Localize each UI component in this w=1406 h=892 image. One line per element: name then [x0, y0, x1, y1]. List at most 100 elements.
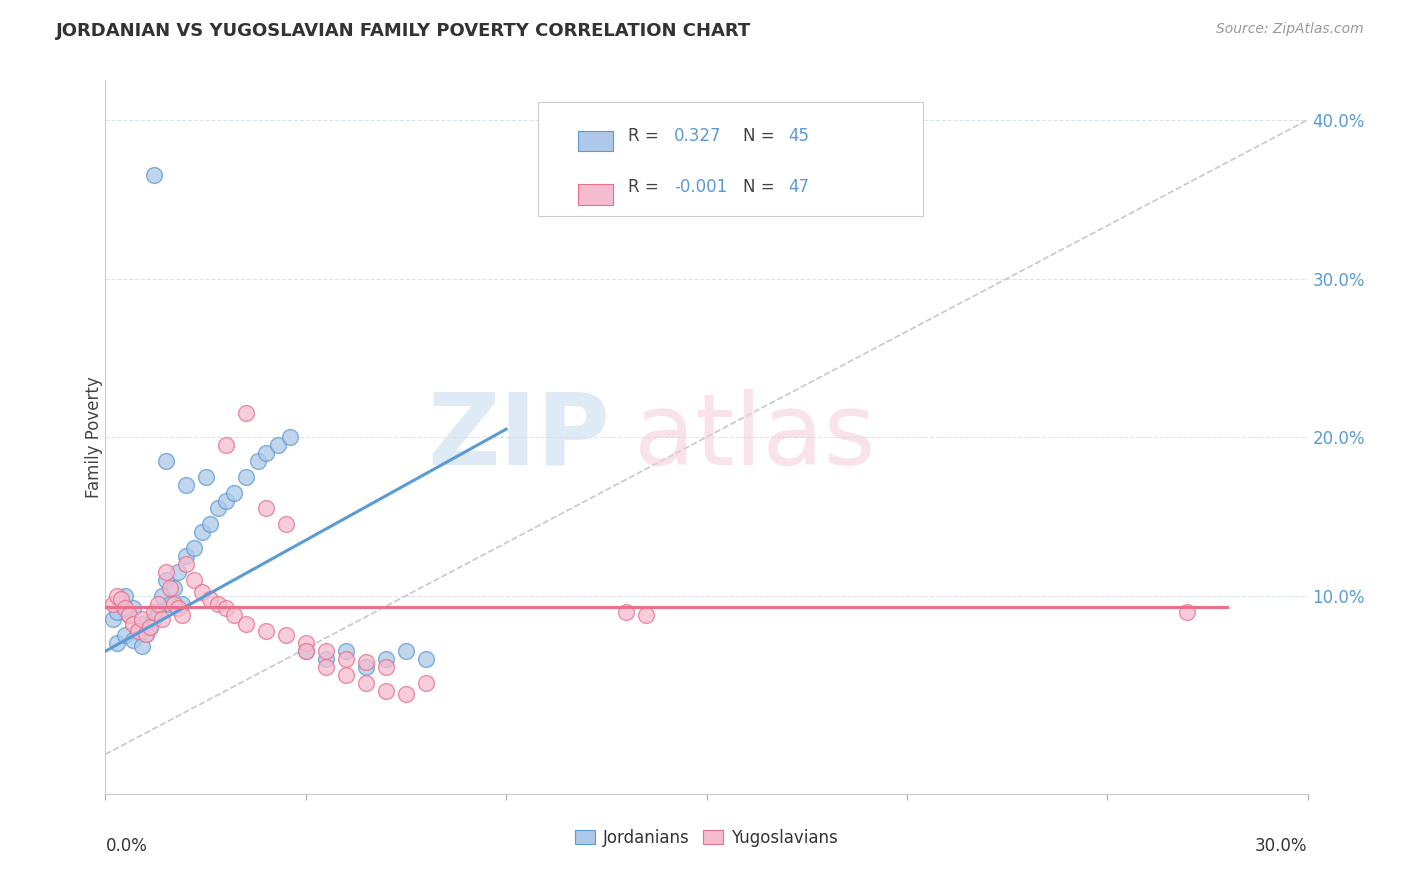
Point: [127, 624, 149, 638]
Point: [235, 469, 257, 483]
Point: [170, 597, 193, 611]
Text: R =: R =: [628, 127, 665, 145]
Text: 30.0%: 30.0%: [1256, 837, 1308, 855]
Point: [146, 597, 169, 611]
Point: [155, 565, 177, 579]
Point: [194, 469, 217, 483]
Point: [162, 597, 184, 611]
Text: 47: 47: [789, 178, 810, 196]
Point: [103, 597, 125, 611]
Point: [374, 683, 398, 698]
Point: [214, 438, 236, 452]
Point: [107, 605, 129, 619]
Point: [142, 605, 165, 619]
Point: [295, 644, 318, 658]
Point: [138, 620, 160, 634]
Point: [114, 628, 136, 642]
Text: Source: ZipAtlas.com: Source: ZipAtlas.com: [1216, 22, 1364, 37]
Text: N =: N =: [742, 127, 779, 145]
Point: [374, 652, 398, 666]
Point: [150, 589, 173, 603]
Text: 0.0%: 0.0%: [105, 837, 148, 855]
Point: [616, 605, 638, 619]
Point: [274, 517, 297, 532]
Text: R =: R =: [628, 178, 665, 196]
Point: [354, 660, 377, 674]
Point: [254, 446, 277, 460]
Point: [198, 517, 221, 532]
FancyBboxPatch shape: [578, 130, 613, 152]
Point: [103, 612, 125, 626]
Point: [315, 660, 337, 674]
Point: [114, 589, 136, 603]
Point: [374, 660, 398, 674]
Point: [138, 620, 160, 634]
Point: [636, 607, 658, 622]
Point: [135, 626, 157, 640]
Point: [415, 676, 437, 690]
Text: 0.327: 0.327: [673, 127, 721, 145]
Point: [110, 591, 132, 606]
Point: [295, 644, 318, 658]
Point: [170, 607, 193, 622]
Point: [354, 655, 377, 669]
Point: [174, 477, 197, 491]
Point: [146, 605, 169, 619]
Point: [183, 541, 205, 555]
Point: [107, 589, 129, 603]
Point: [214, 493, 236, 508]
Point: [254, 501, 277, 516]
Text: JORDANIAN VS YUGOSLAVIAN FAMILY POVERTY CORRELATION CHART: JORDANIAN VS YUGOSLAVIAN FAMILY POVERTY …: [56, 22, 751, 40]
Point: [150, 612, 173, 626]
Point: [254, 624, 277, 638]
Point: [335, 652, 357, 666]
Point: [198, 591, 221, 606]
FancyBboxPatch shape: [538, 102, 922, 216]
Point: [166, 565, 188, 579]
Point: [110, 597, 132, 611]
Point: [395, 687, 418, 701]
Point: [207, 501, 229, 516]
Point: [131, 612, 153, 626]
Point: [118, 607, 141, 622]
Point: [278, 430, 301, 444]
Point: [415, 652, 437, 666]
Point: [267, 438, 290, 452]
FancyBboxPatch shape: [578, 184, 613, 205]
Point: [183, 573, 205, 587]
Point: [222, 485, 245, 500]
Point: [354, 676, 377, 690]
Point: [274, 628, 297, 642]
Point: [207, 597, 229, 611]
Point: [122, 617, 145, 632]
Point: [166, 601, 188, 615]
Point: [174, 557, 197, 571]
Point: [118, 607, 141, 622]
Point: [155, 454, 177, 468]
Point: [315, 652, 337, 666]
Point: [142, 612, 165, 626]
Text: atlas: atlas: [634, 389, 876, 485]
Point: [222, 607, 245, 622]
Point: [122, 633, 145, 648]
Point: [190, 525, 212, 540]
Point: [190, 585, 212, 599]
Legend: Jordanians, Yugoslavians: Jordanians, Yugoslavians: [568, 822, 845, 854]
Point: [135, 626, 157, 640]
Point: [214, 601, 236, 615]
Y-axis label: Family Poverty: Family Poverty: [86, 376, 103, 498]
Point: [107, 636, 129, 650]
Point: [335, 668, 357, 682]
Point: [246, 454, 269, 468]
Point: [159, 581, 181, 595]
Point: [159, 597, 181, 611]
Point: [295, 636, 318, 650]
Text: N =: N =: [742, 178, 779, 196]
Point: [122, 601, 145, 615]
Point: [142, 169, 165, 183]
Point: [315, 644, 337, 658]
Point: [131, 640, 153, 654]
Point: [395, 644, 418, 658]
Point: [235, 617, 257, 632]
Point: [335, 644, 357, 658]
